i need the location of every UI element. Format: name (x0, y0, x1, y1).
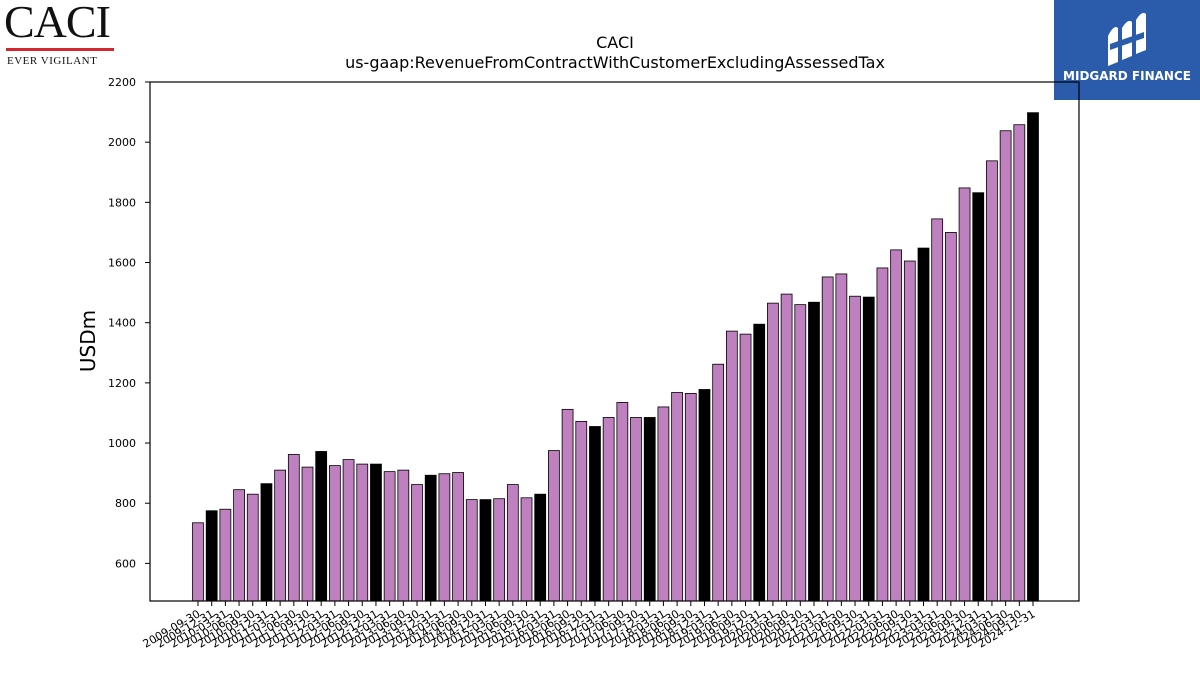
bar-2021-06-30 (835, 273, 848, 602)
bar-2011-06-30 (287, 454, 300, 602)
bar-2020-03-31 (767, 302, 779, 602)
y-tick-label: 1600 (108, 257, 136, 270)
bar-2017-03-31 (602, 417, 615, 602)
bar-2016-09-30 (575, 420, 588, 602)
bar-2020-12-31 (808, 301, 820, 602)
bar-2020-06-30 (780, 293, 793, 602)
y-tick-label: 1000 (108, 437, 136, 450)
bar-2021-03-31 (821, 276, 834, 602)
bar-2014-06-30 (452, 472, 464, 602)
caci-logo-wordmark: CACI (4, 0, 111, 47)
bar-2010-12-31 (260, 483, 273, 602)
bar-2014-03-31 (438, 473, 451, 602)
bar-2012-06-30 (342, 459, 355, 602)
y-axis-label: USDm (76, 310, 100, 372)
bar-2022-12-31 (917, 247, 930, 602)
caci-logo-rule (6, 48, 114, 51)
bar-2015-12-31 (534, 493, 547, 602)
y-tick-label: 1400 (108, 317, 136, 330)
caci-logo-tagline: EVER VIGILANT (7, 55, 98, 67)
bar-2018-06-30 (671, 392, 683, 602)
bar-2016-12-31 (589, 426, 601, 602)
y-tick-label: 2000 (108, 136, 136, 149)
plot-frame (149, 81, 1080, 602)
bar-2013-06-30 (397, 469, 410, 602)
bar-2011-09-30 (301, 466, 314, 602)
bar-2024-09-30 (1013, 124, 1026, 602)
bar-2012-12-31 (370, 463, 382, 602)
bar-2018-03-31 (657, 406, 670, 602)
bar-2013-03-31 (383, 471, 396, 602)
midgard-finance-logo: MIDGARD FINANCE (1054, 0, 1200, 100)
y-tick-label: 600 (115, 557, 136, 570)
bar-2019-09-30 (739, 333, 752, 602)
bar-2015-03-31 (493, 498, 506, 602)
bar-2020-09-30 (794, 304, 807, 602)
bar-2013-09-30 (411, 484, 423, 602)
bar-2009-09-30 (192, 522, 204, 602)
bar-2022-03-31 (876, 267, 889, 602)
y-tick-label: 1800 (108, 196, 136, 209)
bar-2019-03-31 (712, 363, 725, 602)
x-axis-ticks: 2009-09-302009-12-312010-03-312010-06-30… (141, 601, 1038, 651)
bar-2016-03-31 (548, 450, 560, 602)
bar-2018-12-31 (698, 389, 711, 602)
bar-2024-12-31 (1027, 112, 1039, 602)
bar-2014-09-30 (465, 499, 478, 602)
bar-2017-06-30 (616, 402, 629, 602)
bar-2009-12-31 (205, 510, 218, 602)
y-tick-label: 800 (115, 497, 136, 510)
bar-2019-06-30 (725, 330, 738, 602)
bar-2021-12-31 (862, 296, 875, 602)
bar-2023-06-30 (944, 232, 957, 602)
bar-2024-03-31 (986, 160, 998, 602)
chart-subtitle: us-gaap:RevenueFromContractWithCustomerE… (345, 53, 885, 72)
y-axis-ticks: 600 800 1000 1200 1400 1600 1800 2000 2200 (108, 76, 150, 570)
bar-2013-12-31 (424, 474, 437, 602)
y-tick-label: 2200 (108, 76, 136, 89)
midgard-logo-name: MIDGARD FINANCE (1063, 69, 1191, 83)
bar-2021-09-30 (849, 295, 861, 602)
bar-2023-09-30 (958, 187, 971, 602)
bars-layer (192, 112, 1039, 602)
bar-2014-12-31 (479, 499, 492, 602)
bar-2017-12-31 (643, 417, 656, 602)
bar-2015-09-30 (520, 497, 533, 602)
chart-title: CACI (596, 33, 634, 52)
bar-2010-03-31 (219, 508, 232, 602)
y-tick-label: 1200 (108, 377, 136, 390)
bar-2022-09-30 (903, 260, 916, 602)
bar-2024-06-30 (999, 130, 1012, 602)
bar-2016-06-30 (561, 408, 574, 602)
bar-2017-09-30 (630, 417, 642, 602)
caci-logo: CACI EVER VIGILANT (4, 0, 114, 68)
bar-2012-03-31 (329, 465, 341, 602)
bar-2018-09-30 (684, 392, 697, 602)
bar-2010-06-30 (233, 489, 245, 602)
bar-2012-09-30 (356, 463, 369, 602)
midgard-mark-icon (1108, 12, 1146, 66)
bar-2010-09-30 (246, 493, 259, 602)
bar-2023-12-31 (972, 192, 985, 602)
bar-2011-12-31 (315, 451, 328, 602)
bar-2023-03-31 (931, 218, 944, 602)
bar-2022-06-30 (890, 249, 902, 602)
bar-2019-12-31 (753, 323, 766, 602)
bar-2015-06-30 (506, 484, 519, 602)
bar-2011-03-31 (274, 469, 287, 602)
